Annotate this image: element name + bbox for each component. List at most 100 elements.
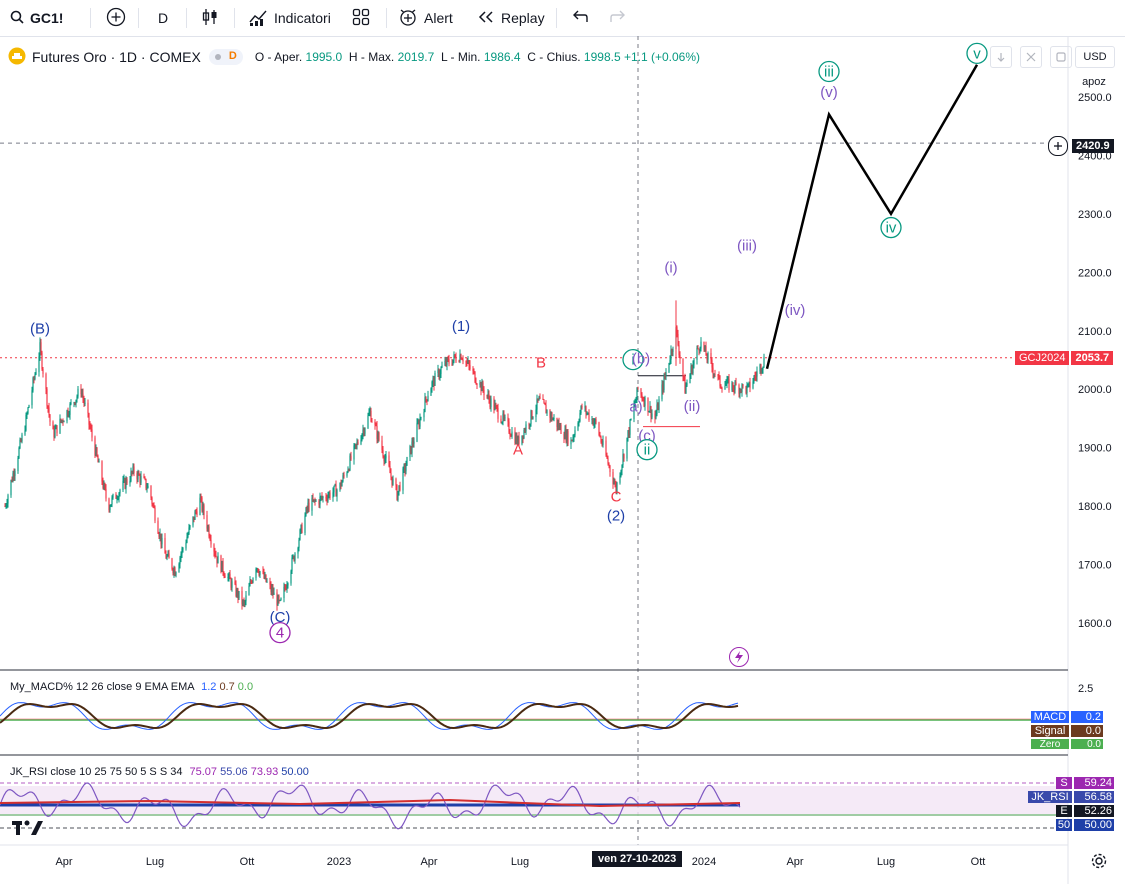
candle-body xyxy=(342,475,344,482)
candle-body xyxy=(26,413,28,415)
e-tag: E 52.26 xyxy=(1028,805,1114,817)
y-tick-label: 1700.0 xyxy=(1078,560,1112,572)
tradingview-logo[interactable] xyxy=(12,816,46,841)
candle-body xyxy=(546,410,548,414)
chart-legend: Futures Oro · 1D · COMEX D O - Aper. 199… xyxy=(8,46,700,68)
candle-body xyxy=(593,422,595,426)
candle-body xyxy=(73,402,75,404)
candle-body xyxy=(678,345,680,356)
templates-button[interactable] xyxy=(352,0,370,36)
candle-body xyxy=(277,595,279,606)
add-alert-icon[interactable] xyxy=(1048,136,1068,156)
symbol-search-button[interactable]: GC1! xyxy=(10,0,63,36)
replay-button[interactable]: Replay xyxy=(477,0,545,36)
x-tick-label: 2024 xyxy=(692,856,716,868)
macd-title[interactable]: My_MACD% 12 26 close 9 EMA EMA xyxy=(10,681,195,693)
candle-body xyxy=(732,382,734,389)
candle-body xyxy=(126,478,128,484)
candle-body xyxy=(608,463,610,466)
candle-body xyxy=(340,482,342,487)
settings-gear-icon[interactable] xyxy=(1090,852,1108,875)
candle-body xyxy=(87,402,89,414)
arrow-down-icon[interactable] xyxy=(990,46,1012,68)
candle-body xyxy=(174,568,176,576)
rsi-title[interactable]: JK_RSI close 10 25 75 50 5 S S 34 xyxy=(10,766,183,778)
candle-body xyxy=(39,342,41,357)
candle-body xyxy=(195,511,197,513)
candle-body xyxy=(451,363,453,365)
candle-body xyxy=(248,586,250,596)
candle-body xyxy=(18,447,20,459)
scale-mode-select[interactable]: apoz xyxy=(1075,72,1113,92)
candle-body xyxy=(146,488,148,490)
indicators-button[interactable]: Indicatori xyxy=(248,0,331,36)
symbol-title[interactable]: Futures Oro · 1D · COMEX xyxy=(32,49,201,65)
candle-body xyxy=(507,417,509,422)
candle-body xyxy=(251,581,253,583)
candle-body xyxy=(88,413,90,425)
candle-body xyxy=(741,384,743,393)
candle-body xyxy=(382,449,384,457)
candle-body xyxy=(111,497,113,505)
candle-body xyxy=(364,428,366,434)
candle-body xyxy=(474,371,476,383)
axes: 1600.0 1700.0 1800.0 1900.0 2000.0 2100.0 2200… xyxy=(0,36,1112,884)
lightning-icon[interactable] xyxy=(729,647,749,667)
chart-type-button[interactable] xyxy=(200,0,220,36)
close-value: 1998.5 xyxy=(583,50,621,64)
y-tick-label: 2500.0 xyxy=(1078,92,1112,104)
wave-label: i xyxy=(631,352,634,369)
candle-body xyxy=(614,482,616,484)
macd-line xyxy=(0,702,739,730)
undo-button[interactable] xyxy=(571,0,589,36)
candle-body xyxy=(249,581,251,587)
candle-body xyxy=(509,432,511,436)
candle-body xyxy=(265,574,267,582)
candle-body xyxy=(67,410,69,416)
wave-label-circle xyxy=(622,349,644,371)
candle-body xyxy=(403,466,405,469)
candle-body xyxy=(564,429,566,439)
candle-body xyxy=(375,424,377,426)
candle-body xyxy=(438,369,440,378)
maximize-icon[interactable] xyxy=(1050,46,1072,68)
candle-body xyxy=(159,533,161,537)
wave-label: (C) xyxy=(270,609,291,626)
redo-button[interactable] xyxy=(609,0,627,36)
candle-body xyxy=(124,478,126,489)
candle-body xyxy=(622,454,624,465)
compare-symbol-button[interactable] xyxy=(106,0,126,36)
candle-body xyxy=(535,409,537,418)
candle-body xyxy=(686,382,688,386)
candle-body xyxy=(690,366,692,375)
candle-body xyxy=(186,537,188,543)
low-value: 1986.4 xyxy=(483,50,521,64)
candle-body xyxy=(357,442,359,444)
x-tick-label: Lug xyxy=(511,856,529,868)
candle-body xyxy=(389,466,391,474)
candle-body xyxy=(696,348,698,360)
candle-body xyxy=(704,346,706,350)
candle-body xyxy=(395,478,397,486)
candle-body xyxy=(216,556,218,564)
alert-button[interactable]: Alert xyxy=(398,0,453,36)
currency-select[interactable]: USD xyxy=(1075,46,1115,68)
candle-body xyxy=(167,553,169,556)
candle-body xyxy=(238,591,240,599)
collapse-icon[interactable] xyxy=(1020,46,1042,68)
candle-body xyxy=(207,526,209,529)
candle-body xyxy=(621,464,623,471)
candle-body xyxy=(84,402,86,404)
candle-body xyxy=(284,586,286,589)
candle-body xyxy=(404,466,406,472)
candles-icon xyxy=(200,7,220,30)
symbol-price-tag: GCJ2024 2053.7 xyxy=(1015,351,1114,365)
candle-body xyxy=(341,481,343,487)
rsi-signal-line xyxy=(0,798,741,808)
interval-button[interactable]: D xyxy=(158,0,168,36)
candle-body xyxy=(68,414,70,416)
candle-body xyxy=(228,573,230,577)
candle-body xyxy=(728,378,730,391)
candle-body xyxy=(171,558,173,569)
